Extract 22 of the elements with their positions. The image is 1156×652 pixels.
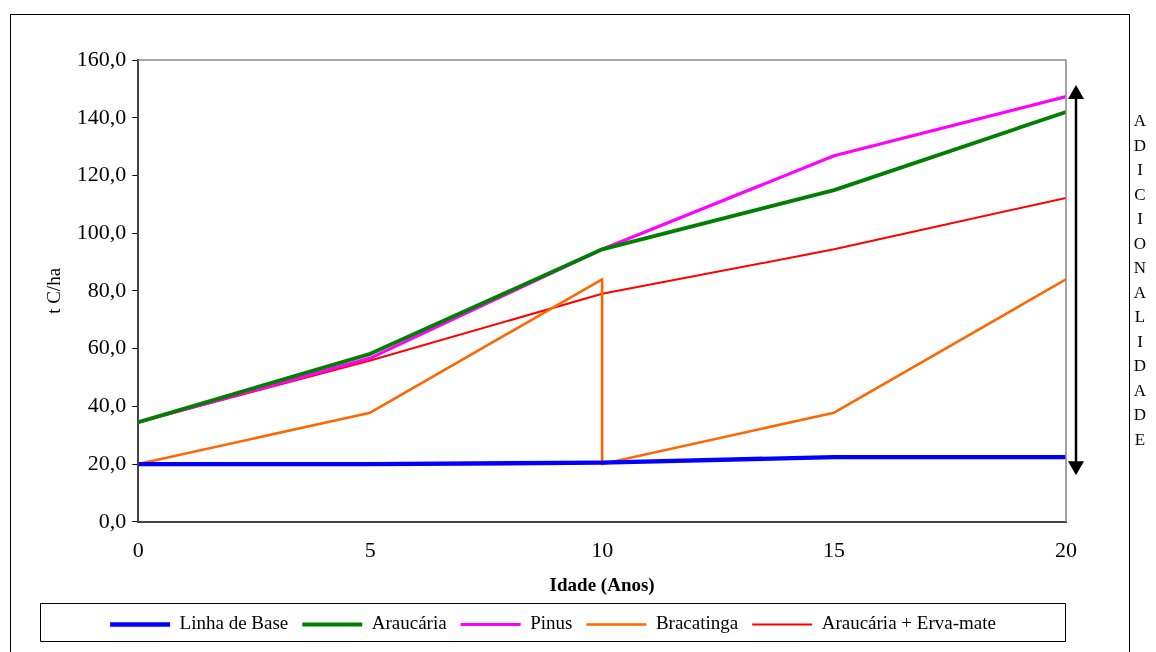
legend-label: Linha de Base bbox=[179, 612, 289, 634]
y-tick-label: 40,0 bbox=[87, 392, 127, 418]
y-tick-label: 0,0 bbox=[98, 507, 127, 533]
text: ADICIONALIDADE bbox=[1133, 111, 1147, 449]
y-tick-label: 20,0 bbox=[87, 449, 127, 475]
y-tick-label: 160,0 bbox=[76, 45, 127, 71]
legend-label: Araucária + Erva-mate bbox=[821, 612, 996, 634]
y-tick-label: 80,0 bbox=[87, 276, 127, 302]
x-tick-label: 20 bbox=[1055, 536, 1077, 562]
legend-label: Pinus bbox=[530, 612, 573, 634]
y-tick-label: 100,0 bbox=[76, 218, 127, 244]
x-tick-label: 10 bbox=[591, 536, 614, 562]
y-tick-label: 120,0 bbox=[76, 161, 127, 187]
x-tick-label: 15 bbox=[823, 536, 846, 562]
legend-label: Araucária bbox=[371, 612, 448, 634]
legend-label: Bracatinga bbox=[655, 612, 739, 634]
y-tick-label: 60,0 bbox=[87, 334, 127, 360]
x-tick-label: 0 bbox=[132, 536, 144, 562]
x-tick-label: 5 bbox=[364, 536, 376, 562]
y-axis-title: t C/ha bbox=[43, 267, 65, 314]
x-axis-title: Idade (Anos) bbox=[549, 573, 655, 596]
y-tick-label: 140,0 bbox=[76, 103, 127, 129]
